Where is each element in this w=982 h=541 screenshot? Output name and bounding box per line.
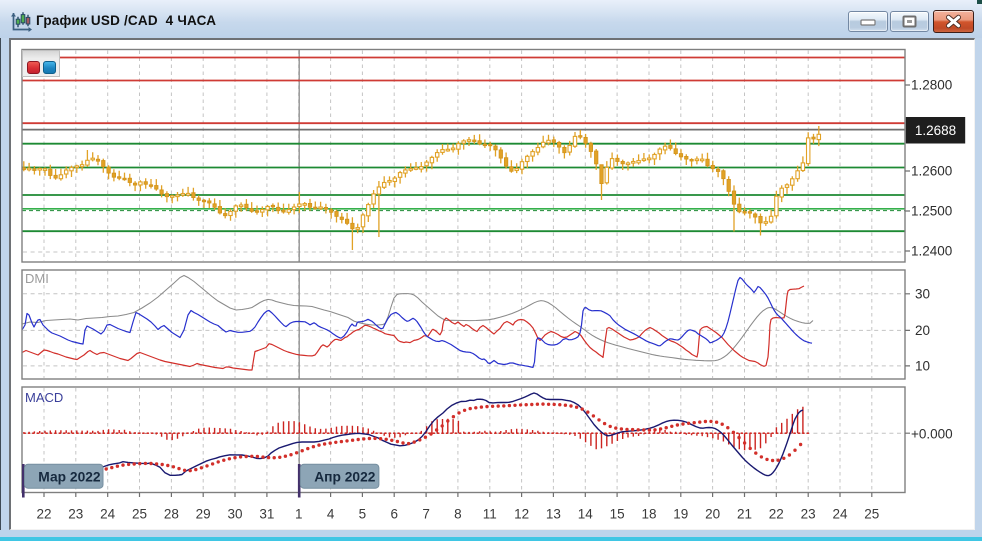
svg-text:25: 25 <box>132 507 147 522</box>
svg-text:6: 6 <box>390 507 398 522</box>
svg-text:8: 8 <box>454 507 462 522</box>
svg-text:22: 22 <box>769 507 784 522</box>
svg-text:Мар 2022: Мар 2022 <box>38 470 101 485</box>
svg-text:DMI: DMI <box>25 271 49 286</box>
svg-text:25: 25 <box>864 507 879 522</box>
svg-text:29: 29 <box>196 507 211 522</box>
svg-text:30: 30 <box>915 287 930 302</box>
svg-text:Апр 2022: Апр 2022 <box>314 470 376 485</box>
svg-text:20: 20 <box>915 323 930 338</box>
svg-text:4: 4 <box>327 507 335 522</box>
svg-text:1.2800: 1.2800 <box>911 78 952 93</box>
svg-text:+0.000: +0.000 <box>911 427 953 442</box>
svg-text:12: 12 <box>514 507 529 522</box>
svg-text:20: 20 <box>705 507 720 522</box>
svg-text:1.2688: 1.2688 <box>915 123 956 138</box>
svg-text:1.2600: 1.2600 <box>911 164 952 179</box>
svg-text:31: 31 <box>259 507 274 522</box>
svg-text:23: 23 <box>68 507 83 522</box>
svg-text:1.2400: 1.2400 <box>911 244 952 259</box>
svg-text:MACD: MACD <box>25 390 63 405</box>
svg-text:1: 1 <box>295 507 303 522</box>
svg-text:22: 22 <box>36 507 51 522</box>
svg-text:10: 10 <box>915 359 930 374</box>
svg-text:19: 19 <box>673 507 688 522</box>
svg-text:18: 18 <box>641 507 656 522</box>
svg-text:30: 30 <box>227 507 242 522</box>
svg-text:24: 24 <box>832 507 848 522</box>
svg-text:5: 5 <box>359 507 367 522</box>
svg-text:15: 15 <box>610 507 625 522</box>
svg-text:23: 23 <box>801 507 816 522</box>
svg-text:11: 11 <box>483 507 497 522</box>
svg-text:13: 13 <box>546 507 561 522</box>
svg-text:7: 7 <box>422 507 430 522</box>
svg-text:24: 24 <box>100 507 116 522</box>
svg-text:21: 21 <box>737 507 752 522</box>
svg-text:28: 28 <box>164 507 179 522</box>
svg-text:14: 14 <box>578 507 594 522</box>
svg-text:1.2500: 1.2500 <box>911 204 952 219</box>
